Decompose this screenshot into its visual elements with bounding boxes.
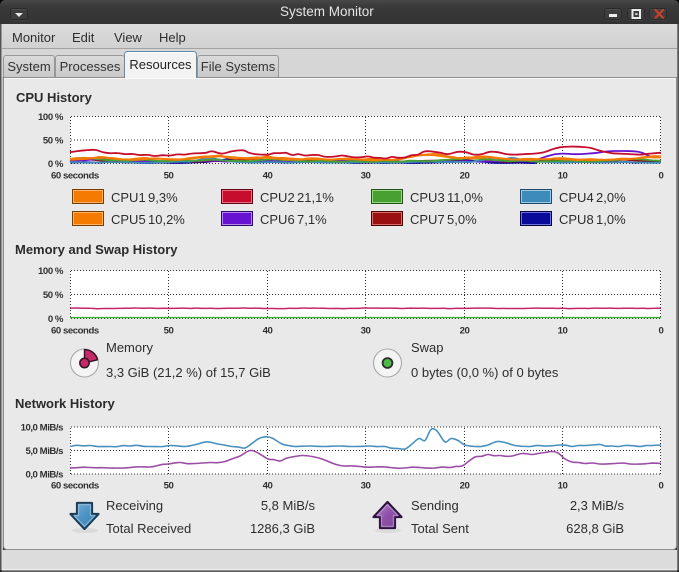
- svg-text:20: 20: [460, 481, 470, 492]
- svg-text:50: 50: [164, 171, 174, 182]
- svg-text:50 %: 50 %: [43, 136, 64, 147]
- svg-text:20: 20: [460, 326, 470, 337]
- svg-text:50 %: 50 %: [43, 290, 64, 301]
- svg-text:40: 40: [263, 326, 273, 337]
- svg-text:50: 50: [164, 326, 174, 337]
- svg-text:30: 30: [361, 481, 371, 492]
- svg-text:0,0 MiB/s: 0,0 MiB/s: [25, 470, 63, 481]
- svg-text:0: 0: [659, 481, 664, 492]
- svg-text:60 seconds: 60 seconds: [51, 171, 99, 182]
- svg-text:40: 40: [263, 481, 273, 492]
- svg-text:30: 30: [361, 171, 371, 182]
- svg-text:30: 30: [361, 326, 371, 337]
- svg-text:100 %: 100 %: [38, 112, 64, 123]
- svg-text:0: 0: [659, 326, 664, 337]
- svg-text:20: 20: [460, 171, 470, 182]
- svg-text:5,0 MiB/s: 5,0 MiB/s: [25, 446, 63, 457]
- svg-text:100 %: 100 %: [38, 266, 64, 277]
- svg-text:10: 10: [558, 171, 568, 182]
- svg-text:50: 50: [164, 481, 174, 492]
- svg-text:60 seconds: 60 seconds: [51, 326, 99, 337]
- svg-text:0: 0: [659, 171, 664, 182]
- svg-text:10: 10: [558, 326, 568, 337]
- svg-text:40: 40: [263, 171, 273, 182]
- svg-text:10,0 MiB/s: 10,0 MiB/s: [21, 423, 64, 434]
- svg-text:10: 10: [558, 481, 568, 492]
- svg-text:60 seconds: 60 seconds: [51, 481, 99, 492]
- svg-text:0 %: 0 %: [48, 159, 64, 170]
- svg-text:0 %: 0 %: [48, 314, 64, 325]
